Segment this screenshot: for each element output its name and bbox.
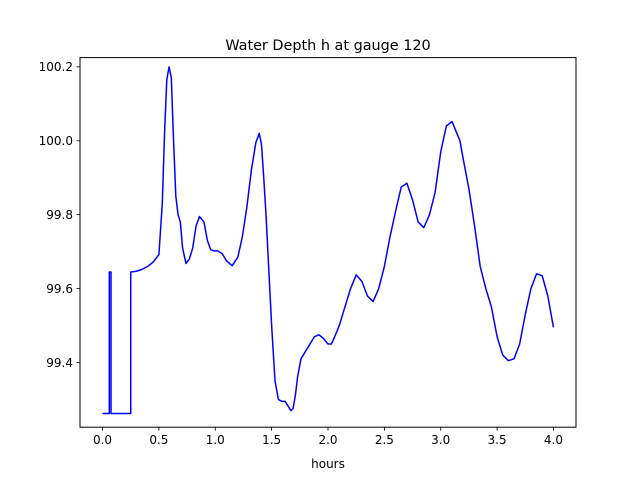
- x-axis: 0.0 0.5 1.0 1.5 2.0 2.5 3.0 3.5 4.0: [93, 427, 563, 447]
- x-tick-label: 2.5: [375, 433, 394, 447]
- x-tick-label: 0.5: [149, 433, 168, 447]
- x-tick-label: 1.0: [206, 433, 225, 447]
- y-tick-label: 100.2: [39, 60, 73, 74]
- y-axis: 99.4 99.6 99.8 100.0 100.2: [39, 60, 80, 370]
- y-tick-label: 100.0: [39, 134, 73, 148]
- series-line: [102, 66, 555, 415]
- x-tick-label: 0.0: [93, 433, 112, 447]
- x-tick-label: 3.5: [488, 433, 507, 447]
- plot-area: [102, 66, 555, 415]
- chart-title: Water Depth h at gauge 120: [225, 38, 430, 54]
- x-tick-label: 3.0: [431, 433, 450, 447]
- x-axis-label: hours: [311, 457, 345, 471]
- x-tick-label: 2.0: [318, 433, 337, 447]
- x-tick-label: 1.5: [262, 433, 281, 447]
- y-tick-label: 99.4: [46, 356, 73, 370]
- y-tick-label: 99.6: [46, 282, 73, 296]
- y-tick-label: 99.8: [46, 208, 73, 222]
- x-tick-label: 4.0: [544, 433, 563, 447]
